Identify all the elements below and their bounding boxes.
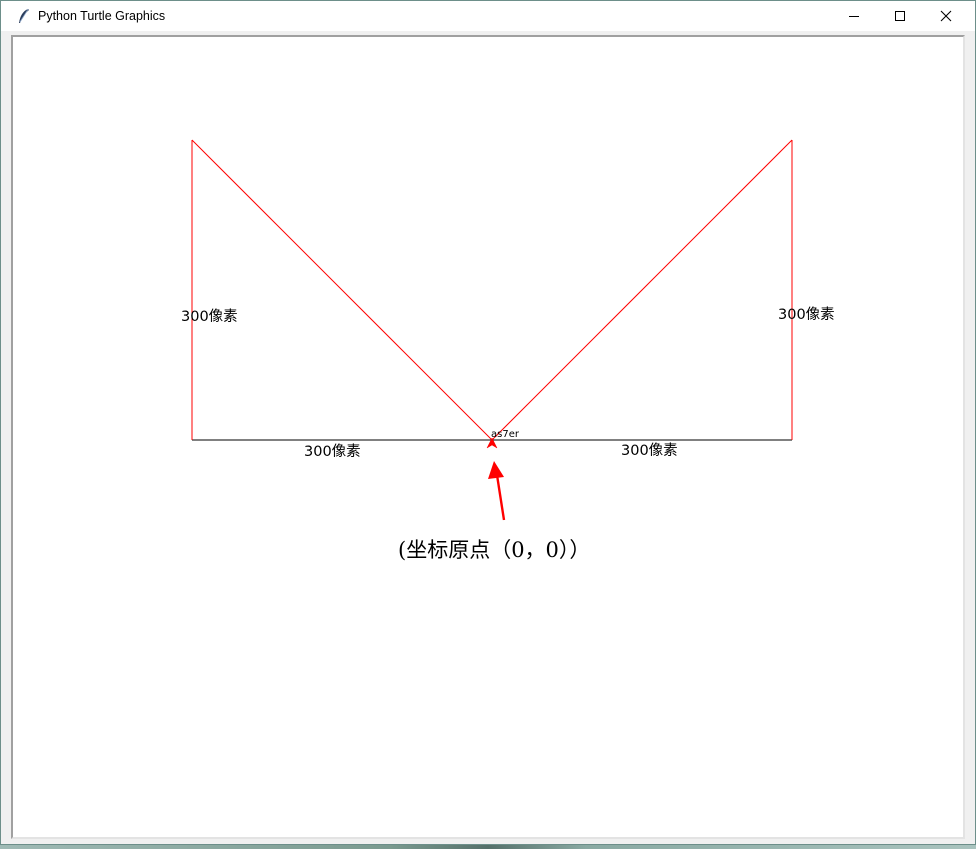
turtle-arrow-icon (486, 437, 498, 449)
minimize-button[interactable] (831, 1, 877, 31)
maximize-icon (894, 10, 906, 22)
maximize-button[interactable] (877, 1, 923, 31)
close-button[interactable] (923, 1, 969, 31)
drawing-surface: 300像素 300像素 300像素 300像素 as7er (坐标原点（0，0）… (181, 139, 835, 562)
close-icon (940, 10, 952, 22)
minimize-icon (848, 10, 860, 22)
window-title: Python Turtle Graphics (38, 9, 166, 23)
feather-icon (17, 8, 31, 24)
annotation-arrow (488, 461, 506, 521)
left-vertical-label: 300像素 (181, 308, 238, 325)
left-diagonal-line (191, 139, 493, 441)
bottom-right-label: 300像素 (621, 442, 678, 459)
origin-note: (坐标原点（0，0）） (398, 538, 590, 562)
bottom-left-label: 300像素 (304, 443, 361, 460)
title-bar[interactable]: Python Turtle Graphics (1, 1, 975, 31)
turtle-name-label: as7er (491, 429, 520, 440)
right-diagonal-line (491, 139, 793, 441)
turtle-canvas[interactable]: 300像素 300像素 300像素 300像素 as7er (坐标原点（0，0）… (11, 35, 965, 839)
right-vertical-label: 300像素 (778, 306, 835, 323)
